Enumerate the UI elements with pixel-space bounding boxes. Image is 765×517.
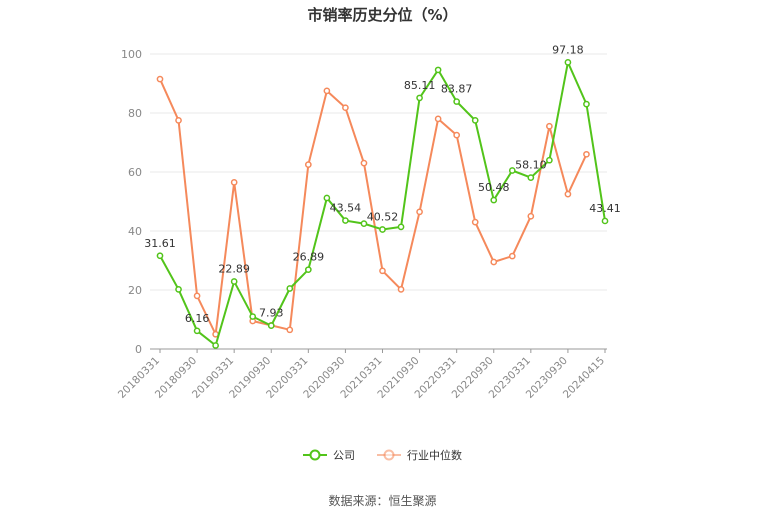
y-tick-label: 40	[128, 225, 142, 238]
data-label: 7.93	[259, 307, 284, 320]
data-point	[434, 115, 442, 123]
data-point	[490, 258, 498, 266]
data-point	[175, 117, 182, 124]
chart-title: 市销率历史分位（%）	[307, 6, 458, 24]
data-label: 43.41	[589, 202, 621, 215]
data-point	[471, 117, 479, 124]
data-point	[583, 100, 590, 108]
legend-swatch-icon	[377, 449, 401, 461]
data-point	[508, 252, 516, 260]
data-point	[416, 94, 423, 102]
data-label: 43.54	[330, 202, 362, 215]
data-label: 50.48	[478, 181, 510, 194]
data-point	[193, 327, 201, 335]
data-point	[212, 342, 219, 349]
data-point	[249, 313, 257, 320]
data-point	[156, 252, 164, 260]
data-label: 58.10	[515, 159, 547, 172]
data-point	[527, 212, 535, 220]
data-point	[267, 322, 275, 329]
data-point	[527, 174, 535, 181]
data-point	[508, 167, 516, 174]
data-point	[230, 178, 238, 186]
data-point	[546, 122, 553, 130]
data-point	[434, 66, 442, 74]
data-point	[156, 75, 164, 83]
y-tick-label: 100	[121, 48, 142, 61]
data-point	[416, 208, 423, 216]
y-tick-label: 20	[128, 284, 142, 297]
data-point	[304, 161, 312, 168]
data-point	[360, 159, 368, 167]
chart-legend: 公司 行业中位数	[0, 447, 765, 463]
data-point	[379, 226, 386, 233]
data-point	[360, 220, 368, 227]
data-point	[286, 326, 294, 334]
line-chart: 0204060801002018033120180930201903312019…	[116, 43, 621, 401]
data-point	[564, 190, 572, 198]
data-point	[175, 286, 182, 293]
data-point	[230, 278, 238, 285]
legend-item-1[interactable]: 行业中位数	[377, 447, 462, 463]
data-label: 31.61	[144, 237, 176, 250]
legend-label: 行业中位数	[407, 449, 462, 462]
data-point	[583, 150, 590, 158]
data-source-note: 数据来源：恒生聚源	[328, 494, 437, 508]
y-tick-label: 0	[135, 343, 142, 356]
y-tick-label: 60	[128, 166, 142, 179]
legend-swatch-icon	[303, 449, 327, 461]
data-label: 85.11	[404, 79, 436, 92]
data-point	[453, 98, 461, 105]
data-point	[471, 218, 479, 226]
data-label: 40.52	[367, 210, 399, 223]
data-point	[546, 156, 553, 164]
data-label: 26.89	[293, 251, 325, 264]
data-label: 22.89	[218, 262, 250, 275]
data-point	[379, 267, 386, 275]
data-point	[490, 196, 498, 204]
data-point	[286, 285, 294, 292]
data-point	[564, 58, 572, 66]
y-tick-label: 80	[128, 107, 142, 120]
data-point	[397, 286, 405, 293]
data-label: 97.18	[552, 43, 584, 56]
series-line-0	[159, 58, 606, 348]
legend-label: 公司	[333, 449, 355, 462]
data-point	[342, 104, 349, 112]
data-point	[193, 292, 201, 300]
data-label: 6.16	[185, 312, 210, 325]
data-point	[323, 87, 331, 95]
series-line-1	[159, 78, 588, 338]
data-point	[453, 131, 461, 139]
data-label: 83.87	[441, 83, 473, 96]
data-point	[304, 266, 312, 274]
data-point	[323, 194, 331, 202]
data-point	[342, 217, 349, 224]
data-point	[397, 223, 405, 231]
legend-item-0[interactable]: 公司	[303, 447, 355, 463]
data-point	[601, 217, 609, 225]
